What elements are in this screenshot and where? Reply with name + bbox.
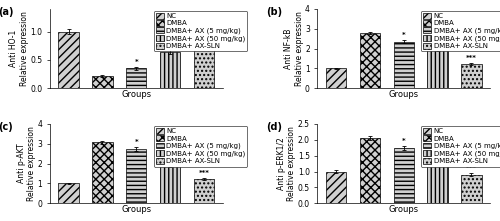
Text: **: ** <box>434 146 441 152</box>
Y-axis label: Anti p-AKT
Relative expression: Anti p-AKT Relative expression <box>16 126 36 201</box>
Y-axis label: Anti NF-kB
Relative expression: Anti NF-kB Relative expression <box>284 11 304 86</box>
Bar <box>194 36 214 88</box>
Bar <box>58 183 79 203</box>
Bar <box>326 171 346 203</box>
Bar <box>428 50 448 88</box>
Bar <box>461 175 481 203</box>
Text: ***: *** <box>164 42 175 48</box>
Bar <box>394 148 414 203</box>
Bar <box>360 33 380 88</box>
Text: ***: *** <box>198 25 209 31</box>
X-axis label: Groups: Groups <box>121 205 152 214</box>
Y-axis label: Anti p-ERK1/2
Relative expression: Anti p-ERK1/2 Relative expression <box>277 126 296 201</box>
Legend: NC, DMBA, DMBA+ AX (5 mg/kg), DMBA+ AX (50 mg/kg), DMBA+ AX-SLN: NC, DMBA, DMBA+ AX (5 mg/kg), DMBA+ AX (… <box>421 126 500 167</box>
Text: *: * <box>134 139 138 145</box>
Text: ***: *** <box>466 166 477 171</box>
Text: *: * <box>134 59 138 65</box>
Bar <box>326 68 346 88</box>
Bar <box>126 149 146 203</box>
X-axis label: Groups: Groups <box>388 90 419 99</box>
Legend: NC, DMBA, DMBA+ AX (5 mg/kg), DMBA+ AX (50 mg/kg), DMBA+ AX-SLN: NC, DMBA, DMBA+ AX (5 mg/kg), DMBA+ AX (… <box>421 11 500 51</box>
Text: **: ** <box>166 156 173 162</box>
Bar <box>428 156 448 203</box>
Bar <box>461 64 481 88</box>
Bar <box>160 52 180 88</box>
Text: (c): (c) <box>0 122 13 132</box>
X-axis label: Groups: Groups <box>388 205 419 214</box>
Bar <box>58 32 79 88</box>
Bar <box>160 166 180 203</box>
Text: (b): (b) <box>266 7 282 17</box>
Bar <box>92 76 112 88</box>
Legend: NC, DMBA, DMBA+ AX (5 mg/kg), DMBA+ AX (50 mg/kg), DMBA+ AX-SLN: NC, DMBA, DMBA+ AX (5 mg/kg), DMBA+ AX (… <box>154 11 248 51</box>
Y-axis label: Anti HO-1
Relative expression: Anti HO-1 Relative expression <box>10 11 29 86</box>
Text: *: * <box>402 137 406 144</box>
Legend: NC, DMBA, DMBA+ AX (5 mg/kg), DMBA+ AX (50 mg/kg), DMBA+ AX-SLN: NC, DMBA, DMBA+ AX (5 mg/kg), DMBA+ AX (… <box>154 126 248 167</box>
Bar <box>194 179 214 203</box>
Text: ***: *** <box>466 55 477 61</box>
Text: ***: *** <box>432 41 443 47</box>
Text: (a): (a) <box>0 7 14 17</box>
Bar <box>360 138 380 203</box>
Bar <box>394 42 414 88</box>
Text: (d): (d) <box>266 122 281 132</box>
Bar <box>126 68 146 88</box>
Text: *: * <box>402 32 406 38</box>
Bar <box>92 142 112 203</box>
X-axis label: Groups: Groups <box>121 90 152 99</box>
Text: ***: *** <box>198 170 209 175</box>
